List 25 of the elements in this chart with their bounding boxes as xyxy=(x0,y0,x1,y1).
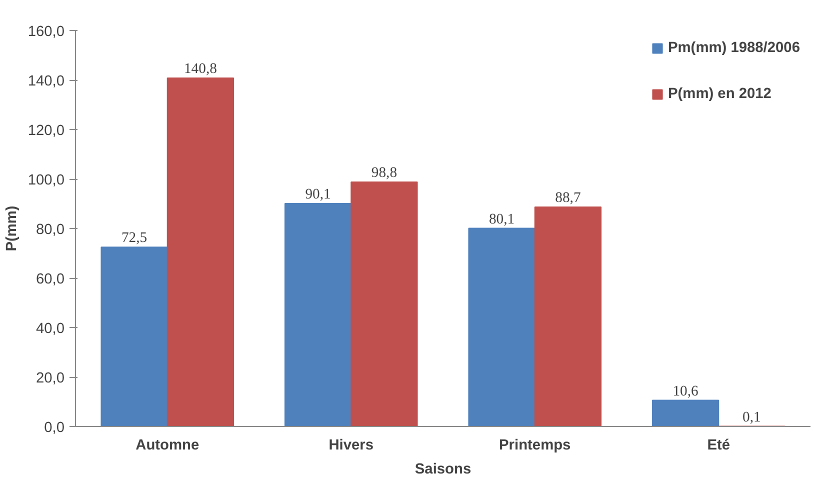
y-tick-label: 60,0 xyxy=(36,272,65,288)
data-label: 72,5 xyxy=(121,230,148,246)
x-tick-label: Printemps xyxy=(499,438,571,454)
y-tick-label: 120,0 xyxy=(28,123,65,139)
y-tick-label: 40,0 xyxy=(36,321,65,337)
x-axis-title: Saisons xyxy=(414,462,472,478)
data-label: 88,7 xyxy=(555,190,581,206)
legend-label: P(mm) en 2012 xyxy=(668,86,772,102)
y-axis-title: P(mm) xyxy=(4,206,20,252)
x-tick-label: Automne xyxy=(136,438,200,454)
y-tick-label: 20,0 xyxy=(36,370,65,386)
x-tick-label: Eté xyxy=(707,438,730,454)
y-tick-label: 0,0 xyxy=(44,420,64,436)
legend-label: Pm(mm) 1988/2006 xyxy=(668,40,800,56)
data-label: 80,1 xyxy=(488,211,515,228)
data-label: 140,8 xyxy=(184,61,217,78)
y-tick-label: 160,0 xyxy=(28,24,65,40)
x-tick-label: Hivers xyxy=(328,438,374,454)
y-tick-label: 100,0 xyxy=(28,172,65,188)
data-label: 10,6 xyxy=(672,383,698,400)
data-label: 0,1 xyxy=(742,409,761,426)
y-tick-label: 80,0 xyxy=(36,222,65,238)
data-label: 98,8 xyxy=(371,164,398,181)
y-tick-label: 140,0 xyxy=(28,74,65,90)
data-label: 90,1 xyxy=(305,186,331,203)
